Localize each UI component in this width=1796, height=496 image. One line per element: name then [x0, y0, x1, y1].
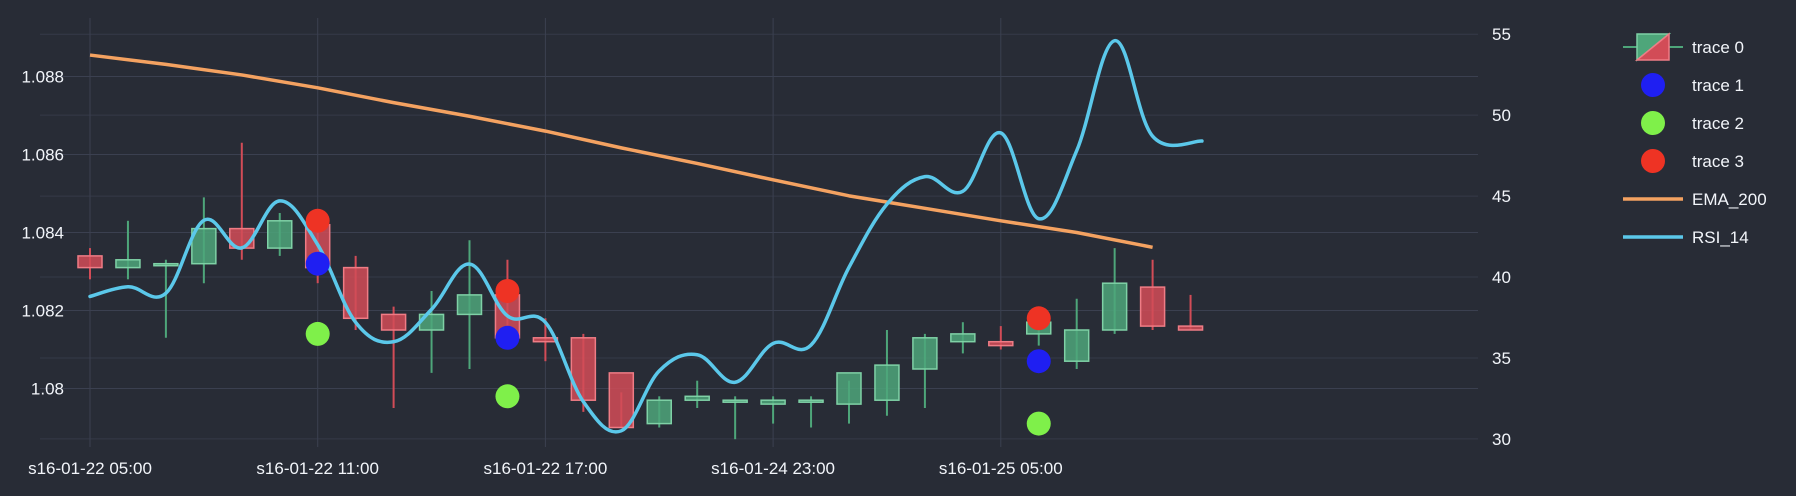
candle — [115, 220, 141, 280]
candle-body — [267, 220, 293, 249]
candle-body — [1101, 282, 1128, 331]
candle — [456, 240, 483, 369]
trace-2-marker — [305, 321, 330, 346]
right-tick-label: 35 — [1492, 349, 1511, 368]
candle-body — [456, 294, 483, 316]
marker-series — [305, 208, 1051, 436]
trace-3-marker — [305, 208, 330, 233]
legend-swatch-marker — [1641, 149, 1665, 173]
candle — [798, 396, 824, 428]
candle-body — [380, 313, 407, 331]
candle-body — [798, 399, 824, 403]
candle-body — [760, 399, 786, 405]
right-tick-label: 55 — [1492, 25, 1511, 44]
x-tick-label: s16-01-22 05:00 — [28, 459, 152, 478]
candle — [1063, 298, 1090, 369]
legend-swatch-dec — [1634, 32, 1670, 61]
candle-body — [1063, 329, 1090, 362]
candlestick-series — [77, 142, 1204, 440]
legend-label: RSI_14 — [1692, 228, 1749, 247]
candle — [153, 259, 179, 338]
left-tick-label: 1.084 — [21, 224, 64, 243]
candle — [646, 396, 672, 428]
ema-200-line — [89, 53, 1153, 250]
candle-body — [1177, 325, 1204, 331]
x-tick-label: s16-01-24 23:00 — [711, 459, 835, 478]
candle — [418, 291, 445, 373]
legend-item[interactable]: trace 0 — [1623, 32, 1744, 62]
candle — [1177, 294, 1204, 331]
candle — [950, 322, 976, 354]
candle — [191, 197, 217, 284]
candle — [608, 372, 635, 429]
candle-body — [912, 337, 938, 370]
candle — [874, 330, 900, 416]
legend-swatch-marker — [1641, 73, 1665, 97]
candle-body — [115, 259, 141, 269]
candle-body — [608, 372, 635, 429]
candle — [988, 326, 1014, 350]
left-y-axis: 1.08 1.082 1.084 1.086 1.088 — [21, 68, 64, 399]
legend-label: trace 2 — [1692, 114, 1744, 133]
candle-body — [1139, 286, 1166, 327]
legend-item[interactable]: trace 2 — [1641, 111, 1744, 135]
candle — [1101, 248, 1128, 334]
legend-label: EMA_200 — [1692, 190, 1767, 209]
candle-body — [836, 372, 862, 405]
candle — [912, 333, 938, 408]
candle — [836, 372, 862, 424]
x-tick-label: s16-01-22 17:00 — [483, 459, 607, 478]
candle-body — [722, 399, 748, 403]
ema-200-series — [89, 53, 1153, 250]
candle-body — [950, 333, 976, 343]
right-y-axis: 30 35 40 45 50 55 — [1492, 25, 1511, 449]
right-tick-label: 45 — [1492, 187, 1511, 206]
candle — [722, 396, 748, 440]
x-axis: s16-01-22 05:00 s16-01-22 11:00 s16-01-22 … — [28, 459, 1063, 478]
trace-3-marker — [495, 279, 520, 303]
left-tick-label: 1.082 — [21, 302, 64, 321]
legend-swatch-marker — [1641, 111, 1665, 135]
right-tick-label: 30 — [1492, 430, 1511, 449]
candle-body — [77, 255, 103, 269]
candle — [342, 255, 369, 330]
trace-3-marker — [1026, 306, 1051, 331]
right-tick-label: 50 — [1492, 106, 1511, 125]
candle-body — [570, 337, 597, 401]
candle — [684, 380, 710, 408]
rsi-14-series — [88, 38, 1204, 434]
candle-body — [988, 340, 1014, 347]
trace-1-marker — [1026, 349, 1051, 374]
legend-item[interactable]: RSI_14 — [1623, 228, 1749, 247]
rsi-14-line — [88, 38, 1204, 434]
legend-item[interactable]: trace 3 — [1641, 149, 1744, 173]
candle — [380, 306, 407, 408]
right-tick-label: 40 — [1492, 268, 1511, 287]
left-tick-label: 1.08 — [31, 380, 64, 399]
legend-label: trace 0 — [1692, 38, 1744, 57]
trace-1-marker — [495, 325, 520, 350]
x-tick-label: s16-01-25 05:00 — [939, 459, 1063, 478]
candle-body — [191, 227, 217, 265]
legend-item[interactable]: trace 1 — [1641, 73, 1744, 97]
trace-1-marker — [305, 251, 330, 276]
candle — [267, 213, 293, 256]
x-tick-label: s16-01-22 11:00 — [256, 459, 379, 478]
candle-body — [684, 395, 710, 401]
left-tick-label: 1.088 — [21, 68, 64, 87]
left-tick-label: 1.086 — [21, 146, 64, 165]
trace-2-marker — [1026, 411, 1051, 436]
candle — [1139, 259, 1166, 330]
legend-label: trace 3 — [1692, 152, 1744, 171]
trace-2-marker — [495, 384, 520, 409]
legend[interactable]: trace 0 trace 1 trace 2 trace 3 EMA_200 RSI_1… — [1623, 32, 1767, 247]
legend-label: trace 1 — [1692, 76, 1744, 95]
candle — [77, 248, 103, 280]
candle-body — [874, 364, 900, 401]
candle — [760, 396, 786, 424]
legend-item[interactable]: EMA_200 — [1623, 190, 1767, 209]
candle-body — [153, 262, 179, 267]
candle-body — [646, 399, 672, 425]
